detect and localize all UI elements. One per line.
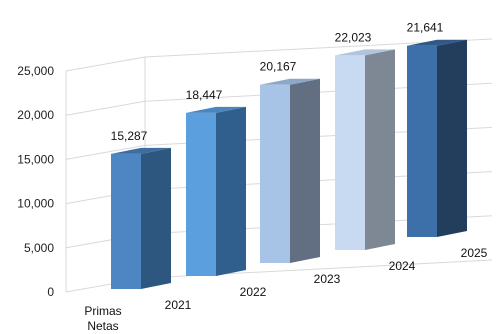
bar-front-face: [186, 112, 216, 276]
y-tick-label: 5,000: [24, 241, 54, 255]
bar-front-face: [407, 45, 437, 238]
bar-front-face: [260, 84, 290, 263]
y-tick-label: 25,000: [17, 64, 54, 78]
series-axis-label-line1: Primas: [84, 304, 121, 318]
data-label: 22,023: [335, 30, 372, 44]
bar-2025: [407, 39, 467, 238]
y-tick-label: 15,000: [17, 152, 54, 166]
x-category-label: 2021: [165, 298, 192, 312]
bar-side-face: [290, 78, 320, 263]
data-label: 18,447: [186, 88, 223, 102]
bar-side-face: [216, 106, 246, 276]
gridline-left: [65, 56, 146, 72]
bar-2021: [111, 147, 171, 289]
series-axis: Primas Netas: [84, 304, 121, 333]
bar-2023: [260, 78, 320, 263]
series-axis-label-line2: Netas: [87, 319, 118, 333]
bar-top-face: [335, 49, 395, 56]
x-category-label: 2023: [314, 272, 341, 286]
x-category-label: 2024: [389, 259, 416, 273]
data-label: 20,167: [260, 60, 297, 74]
x-axis-categories: 2021 2022 2023 2024 2025: [165, 246, 488, 312]
data-label: 21,641: [407, 21, 444, 35]
bars: [111, 39, 467, 289]
bar-top-face: [260, 78, 320, 85]
bar-side-face: [365, 49, 395, 250]
data-labels: 15,287 18,447 20,167 22,023 21,641: [111, 21, 444, 143]
bar-top-face: [111, 147, 171, 154]
bar-side-face: [141, 147, 171, 289]
y-axis-ticks: 0 5,000 10,000 15,000 20,000 25,000: [17, 64, 54, 299]
y-tick-label: 10,000: [17, 197, 54, 211]
bar-side-face: [437, 39, 467, 238]
bar-front-face: [111, 153, 141, 289]
bar-top-face: [407, 39, 467, 46]
bar-front-face: [335, 55, 365, 250]
bar-2022: [186, 106, 246, 276]
y-tick-label: 20,000: [17, 108, 54, 122]
gridline-left: [65, 100, 146, 116]
y-tick-label: 0: [47, 285, 54, 299]
bar-top-face: [186, 106, 246, 113]
data-label: 15,287: [111, 129, 148, 143]
x-category-label: 2022: [240, 285, 267, 299]
bar-2024: [335, 49, 395, 250]
x-category-label: 2025: [461, 246, 488, 260]
gridline-left: [65, 144, 146, 160]
